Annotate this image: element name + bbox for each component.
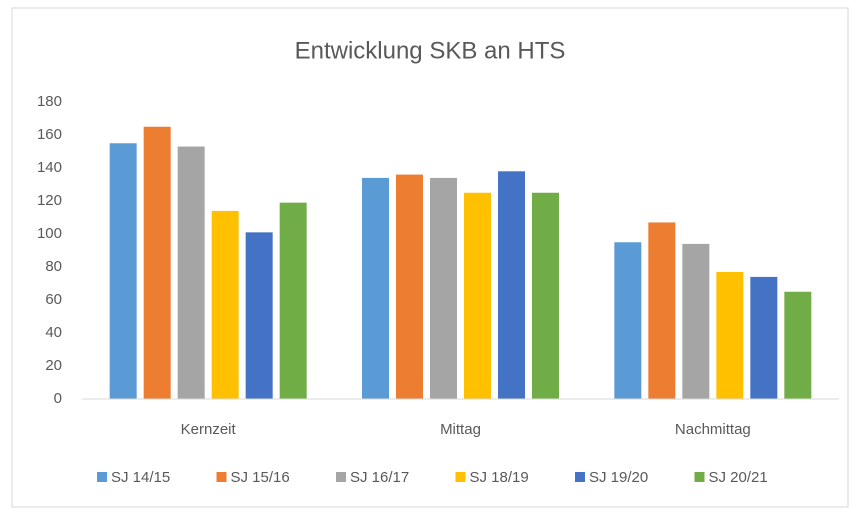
x-tick-label: Nachmittag [675,421,751,438]
legend-swatch [336,472,346,482]
bar [614,242,642,399]
bar [362,177,389,399]
bar [109,143,137,399]
bar [464,192,491,399]
legend-label: SJ 15/16 [231,469,290,486]
bar [532,192,559,399]
bar [682,243,710,399]
chart-title: Entwicklung SKB an HTS [295,37,566,64]
y-tick-label: 100 [37,225,62,242]
bar [143,126,171,399]
y-tick-label: 0 [54,390,62,407]
y-tick-label: 160 [37,126,62,143]
bar [750,276,778,399]
bar [498,171,525,399]
legend-label: SJ 16/17 [350,469,409,486]
legend-swatch [455,472,466,482]
bar [177,146,205,399]
legend-swatch [216,472,227,482]
legend-swatch [575,472,585,482]
bar [430,177,457,399]
legend-label: SJ 19/20 [589,469,648,486]
bar [716,271,744,399]
y-tick-label: 120 [37,192,62,209]
legend-label: SJ 20/21 [709,469,768,486]
bar [648,222,676,399]
y-tick-label: 40 [45,324,62,341]
y-tick-label: 60 [45,291,62,308]
bar [245,232,273,399]
legend-label: SJ 18/19 [470,469,529,486]
bar [211,210,239,399]
bar [279,202,307,399]
legend-swatch [97,472,107,482]
legend-label: SJ 14/15 [111,469,170,486]
legend-swatch [694,472,705,482]
x-tick-label: Kernzeit [181,421,237,438]
bar [396,174,423,399]
y-tick-label: 180 [37,93,62,110]
y-tick-label: 20 [45,357,62,374]
bar [784,291,812,399]
x-tick-label: Mittag [440,421,481,438]
y-tick-label: 140 [37,159,62,176]
y-tick-label: 80 [45,258,62,275]
